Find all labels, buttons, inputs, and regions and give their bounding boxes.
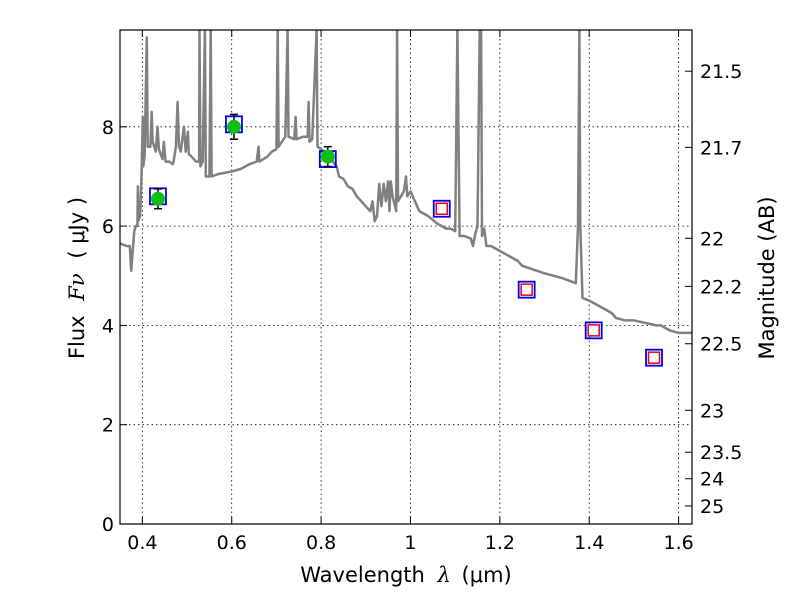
x-axis-label: Wavelength λ (μm)	[300, 563, 511, 587]
x-axis-units: (μm)	[462, 563, 512, 587]
plot-frame	[119, 29, 693, 525]
y-tick-label: 2	[102, 415, 114, 437]
y-tick-label: 0	[102, 514, 114, 536]
y2-tick-label: 22	[700, 228, 724, 250]
y-axis-units: ( μJy )	[65, 197, 89, 259]
x-tick-label: 1.2	[485, 532, 515, 554]
y2-tick-label: 21.5	[700, 61, 742, 83]
y2-axis-label: Magnitude (AB)	[755, 196, 779, 359]
x-tick-label: 0.4	[127, 532, 157, 554]
y-axis-symbol: Fν	[65, 273, 89, 302]
y2-tick-label: 22.2	[700, 276, 742, 298]
model-photometry-box	[517, 280, 536, 299]
x-tick-label: 1	[404, 532, 416, 554]
x-tick-label: 0.6	[217, 532, 247, 554]
y2-tick-label: 21.7	[700, 137, 742, 159]
upper-limit-marker	[647, 351, 661, 364]
upper-limit-marker	[587, 324, 600, 337]
x-tick-label: 1.4	[574, 532, 604, 554]
detection-point	[320, 149, 335, 164]
detection-point	[150, 191, 165, 206]
x-tick-label: 0.8	[306, 532, 336, 554]
y-axis-label: Flux Fν ( μJy )	[65, 197, 89, 359]
y-tick-label: 6	[102, 216, 114, 238]
spectrum-layer	[120, 30, 692, 335]
y2-tick-label: 24	[700, 469, 724, 491]
x-axis-symbol: λ	[437, 563, 451, 587]
x-tick-label: 1.6	[663, 532, 693, 554]
points-layer	[149, 113, 663, 367]
upper-limit-marker	[435, 202, 448, 215]
model-photometry-box	[645, 348, 663, 367]
sed-template-line	[120, 30, 692, 335]
upper-limit-marker	[520, 283, 533, 296]
y2-tick-label: 23	[700, 400, 724, 422]
ticks-layer: 0.4 0.6 0.8 1 1.2 1.4 1.60246821.521.72222.222…	[102, 30, 742, 554]
grid	[120, 30, 692, 524]
y-tick-label: 4	[102, 315, 114, 337]
y2-tick-label: 23.5	[700, 442, 742, 464]
y2-tick-label: 25	[700, 496, 724, 518]
y-tick-label: 8	[102, 117, 114, 139]
y2-tick-label: 22.5	[700, 334, 742, 356]
model-photometry-box	[432, 199, 451, 218]
detection-point	[226, 119, 241, 134]
model-photometry-box	[584, 321, 603, 340]
